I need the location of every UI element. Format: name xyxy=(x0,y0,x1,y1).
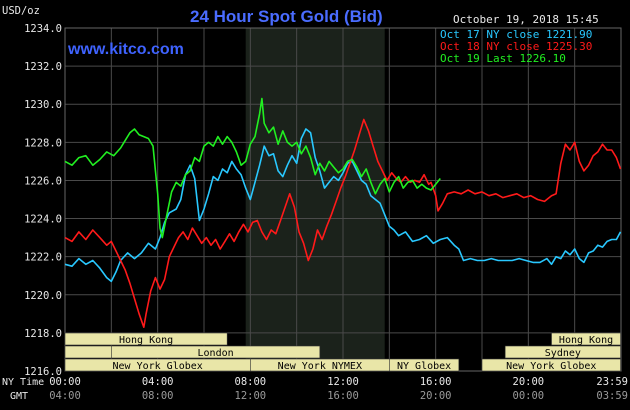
y-tick-label: 1234.0 xyxy=(24,23,62,35)
legend-oct17: Oct 17 NY close 1221.90 xyxy=(440,28,592,41)
session-box xyxy=(111,345,321,359)
x-tick-label-gmt: 08:00 xyxy=(142,390,174,402)
y-tick-label: 1232.0 xyxy=(24,61,62,73)
session-label: London xyxy=(198,348,234,359)
x-tick-label-gmt: 00:00 xyxy=(513,390,545,402)
x-tick-label-ny: 04:00 xyxy=(142,376,174,388)
y-tick-label: 1220.0 xyxy=(24,290,62,302)
x-tick-label-gmt: 04:00 xyxy=(49,390,81,402)
session-box xyxy=(481,358,621,372)
x-tick-label-ny: 08:00 xyxy=(235,376,267,388)
x-tick-label-ny: 20:00 xyxy=(513,376,545,388)
session-label: New York NYMEX xyxy=(278,361,362,372)
y-tick-label: 1216.0 xyxy=(24,366,62,378)
series-line-oct-18 xyxy=(64,118,622,328)
session-label: NY Globex xyxy=(397,361,451,372)
y-axis-ticks: 1216.0 1218.0 1220.0 1222.0 1224.0 1226.0 1228… xyxy=(24,23,62,378)
chart-title: 24 Hour Spot Gold (Bid) xyxy=(190,7,383,26)
session-label: Hong Kong xyxy=(119,335,173,346)
x-tick-label-ny: 16:00 xyxy=(420,376,452,388)
y-tick-label: 1224.0 xyxy=(24,214,62,226)
unit-label: USD/oz xyxy=(2,5,40,17)
session-box xyxy=(64,332,228,346)
session-box xyxy=(64,345,112,359)
session-label: Hong Kong xyxy=(559,335,613,346)
y-tick-label: 1222.0 xyxy=(24,252,62,264)
x-tick-label-ny: 12:00 xyxy=(327,376,359,388)
x-tick-label-ny: 23:59 xyxy=(596,376,628,388)
legend-oct18: Oct 18 NY close 1225.30 xyxy=(440,40,592,53)
legend-oct19: Oct 19 Last 1226.10 xyxy=(440,52,566,65)
session-box xyxy=(551,332,621,346)
x-axis-ticks: 00:00 04:00 04:00 08:00 08:00 12:00 12:00 16:00… xyxy=(49,376,628,402)
session-label: New York Globex xyxy=(113,361,203,372)
x-tick-label-ny: 00:00 xyxy=(49,376,81,388)
session-box xyxy=(389,358,460,372)
y-tick-label: 1218.0 xyxy=(24,328,62,340)
x-tick-label-gmt: 03:59 xyxy=(596,390,628,402)
site-watermark: www.kitco.com xyxy=(67,41,184,58)
x-tick-label-gmt: 20:00 xyxy=(420,390,452,402)
series-group xyxy=(64,97,622,328)
y-tick-label: 1226.0 xyxy=(24,175,62,187)
session-label: New York Globex xyxy=(506,361,596,372)
x-tick-label-gmt: 12:00 xyxy=(235,390,267,402)
series-line-oct-19 xyxy=(64,97,441,239)
session-label: Sydney xyxy=(545,348,581,359)
series-line-oct-17 xyxy=(64,128,622,283)
y-tick-label: 1230.0 xyxy=(24,99,62,111)
legend: Oct 17 NY close 1221.90 Oct 18 NY close … xyxy=(440,28,592,65)
market-sessions: Hong Kong Hong Kong London Sydney New York G… xyxy=(64,332,621,372)
ny-time-label: NY Time xyxy=(2,377,44,388)
x-tick-label-gmt: 16:00 xyxy=(327,390,359,402)
session-box xyxy=(504,345,621,359)
gmt-label: GMT xyxy=(10,391,28,402)
timestamp: October 19, 2018 15:45 xyxy=(453,13,599,26)
y-tick-label: 1228.0 xyxy=(24,137,62,149)
highlight-band xyxy=(245,28,385,371)
